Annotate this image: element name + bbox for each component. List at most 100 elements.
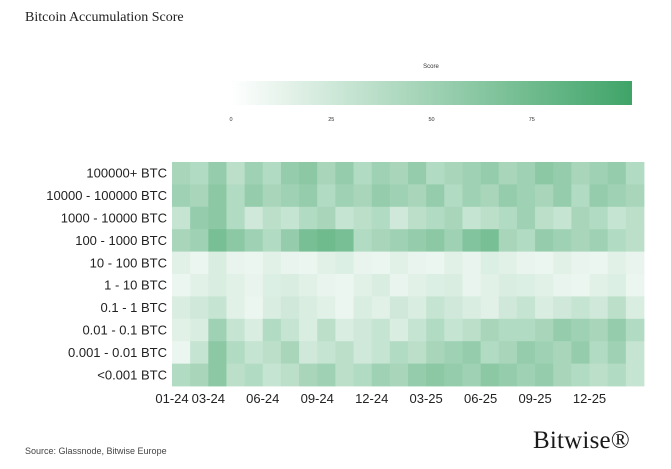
- heatmap-cell: [317, 341, 336, 364]
- colorbar-title: Score: [423, 64, 439, 70]
- heatmap-cell: [625, 251, 645, 275]
- heatmap-cell: [462, 341, 482, 364]
- heatmap-cell: [371, 184, 391, 208]
- heatmap-cell: [516, 341, 536, 364]
- heatmap-cell: [244, 274, 264, 297]
- x-tick-label: 06-25: [464, 391, 497, 406]
- heatmap-cell: [480, 229, 500, 252]
- heatmap-cell: [226, 341, 246, 364]
- heatmap-cell: [317, 184, 336, 208]
- heatmap-cell: [353, 206, 373, 230]
- heatmap-cell: [317, 363, 336, 387]
- heatmap-cell: [516, 296, 536, 320]
- heatmap-cell: [535, 184, 554, 208]
- heatmap-cell: [553, 274, 572, 297]
- heatmap-cell: [371, 318, 391, 342]
- heatmap-cell: [371, 363, 391, 387]
- heatmap-cell: [498, 318, 518, 342]
- heatmap-cell: [172, 206, 191, 230]
- heatmap-cell: [589, 274, 609, 297]
- row-label: 100000+ BTC: [86, 166, 167, 181]
- heatmap-cell: [516, 318, 536, 342]
- heatmap-cell: [498, 296, 518, 320]
- heatmap-cell: [190, 341, 209, 364]
- heatmap-cell: [172, 229, 191, 252]
- heatmap-cell: [571, 296, 590, 320]
- heatmap-cell: [226, 318, 246, 342]
- heatmap-cell: [299, 341, 318, 364]
- heatmap-cell: [498, 274, 518, 297]
- heatmap-cell: [389, 229, 409, 252]
- brand-logo: Bitwise®: [533, 427, 630, 454]
- heatmap-cell: [353, 341, 373, 364]
- heatmap-cell: [444, 274, 463, 297]
- heatmap-cell: [625, 206, 645, 230]
- heatmap-cell: [280, 341, 300, 364]
- row-label: 0.1 - 1 BTC: [101, 300, 167, 315]
- heatmap-cell: [299, 251, 318, 275]
- heatmap-cell: [535, 251, 554, 275]
- heatmap-cell: [571, 184, 590, 208]
- heatmap-cell: [208, 341, 227, 364]
- heatmap-cell: [426, 162, 445, 185]
- heatmap-cell: [389, 274, 409, 297]
- heatmap-cell: [262, 274, 282, 297]
- heatmap-cell: [607, 341, 627, 364]
- heatmap-cell: [426, 318, 445, 342]
- heatmap-cell: [480, 206, 500, 230]
- heatmap-cell: [589, 318, 609, 342]
- heatmap-cell: [353, 229, 373, 252]
- heatmap-cell: [299, 162, 318, 185]
- heatmap-cell: [589, 296, 609, 320]
- heatmap-cell: [444, 229, 463, 252]
- heatmap-cell: [172, 184, 191, 208]
- heatmap-cell: [535, 229, 554, 252]
- heatmap-cell: [317, 318, 336, 342]
- heatmap-cell: [190, 206, 209, 230]
- heatmap-cell: [389, 363, 409, 387]
- heatmap-cell: [480, 251, 500, 275]
- x-axis-ticks: 01-24 03-24 06-24 09-24 12-24 03-25 06-25 09-25…: [155, 391, 606, 406]
- heatmap-cell: [553, 206, 572, 230]
- heatmap-cell: [589, 184, 609, 208]
- heatmap-cell: [190, 251, 209, 275]
- heatmap-cell: [516, 206, 536, 230]
- heatmap-cell: [589, 206, 609, 230]
- heatmap-cell: [444, 206, 463, 230]
- heatmap-cell: [625, 274, 645, 297]
- heatmap-cell: [516, 251, 536, 275]
- heatmap-cell: [480, 274, 500, 297]
- heatmap-cell: [625, 296, 645, 320]
- heatmap-cell: [335, 318, 354, 342]
- heatmap-cell: [190, 162, 209, 185]
- heatmap-cell: [280, 229, 300, 252]
- heatmap-cell: [462, 363, 482, 387]
- heatmap-cell: [280, 184, 300, 208]
- heatmap-cell: [190, 318, 209, 342]
- heatmap-cell: [280, 274, 300, 297]
- heatmap-cell: [208, 296, 227, 320]
- heatmap-cell: [444, 184, 463, 208]
- heatmap-cell: [426, 274, 445, 297]
- heatmap-cell: [498, 251, 518, 275]
- heatmap-cell: [408, 341, 427, 364]
- heatmap-cell: [353, 274, 373, 297]
- row-label: 0.01 - 0.1 BTC: [82, 323, 167, 338]
- heatmap-cell: [408, 274, 427, 297]
- heatmap-cell: [190, 229, 209, 252]
- heatmap-cell: [625, 363, 645, 387]
- x-tick-label: 12-25: [573, 391, 606, 406]
- heatmap-cell: [535, 274, 554, 297]
- heatmap-cell: [553, 184, 572, 208]
- colorbar-tick-label: 50: [428, 117, 434, 123]
- heatmap-cell: [262, 206, 282, 230]
- heatmap-cell: [226, 363, 246, 387]
- heatmap-cell: [317, 274, 336, 297]
- heatmap-cell: [571, 341, 590, 364]
- heatmap-cell: [353, 251, 373, 275]
- heatmap-cell: [589, 341, 609, 364]
- heatmap-cell: [462, 251, 482, 275]
- x-tick-label: 12-24: [355, 391, 388, 406]
- heatmap-cell: [498, 229, 518, 252]
- heatmap-cell: [280, 206, 300, 230]
